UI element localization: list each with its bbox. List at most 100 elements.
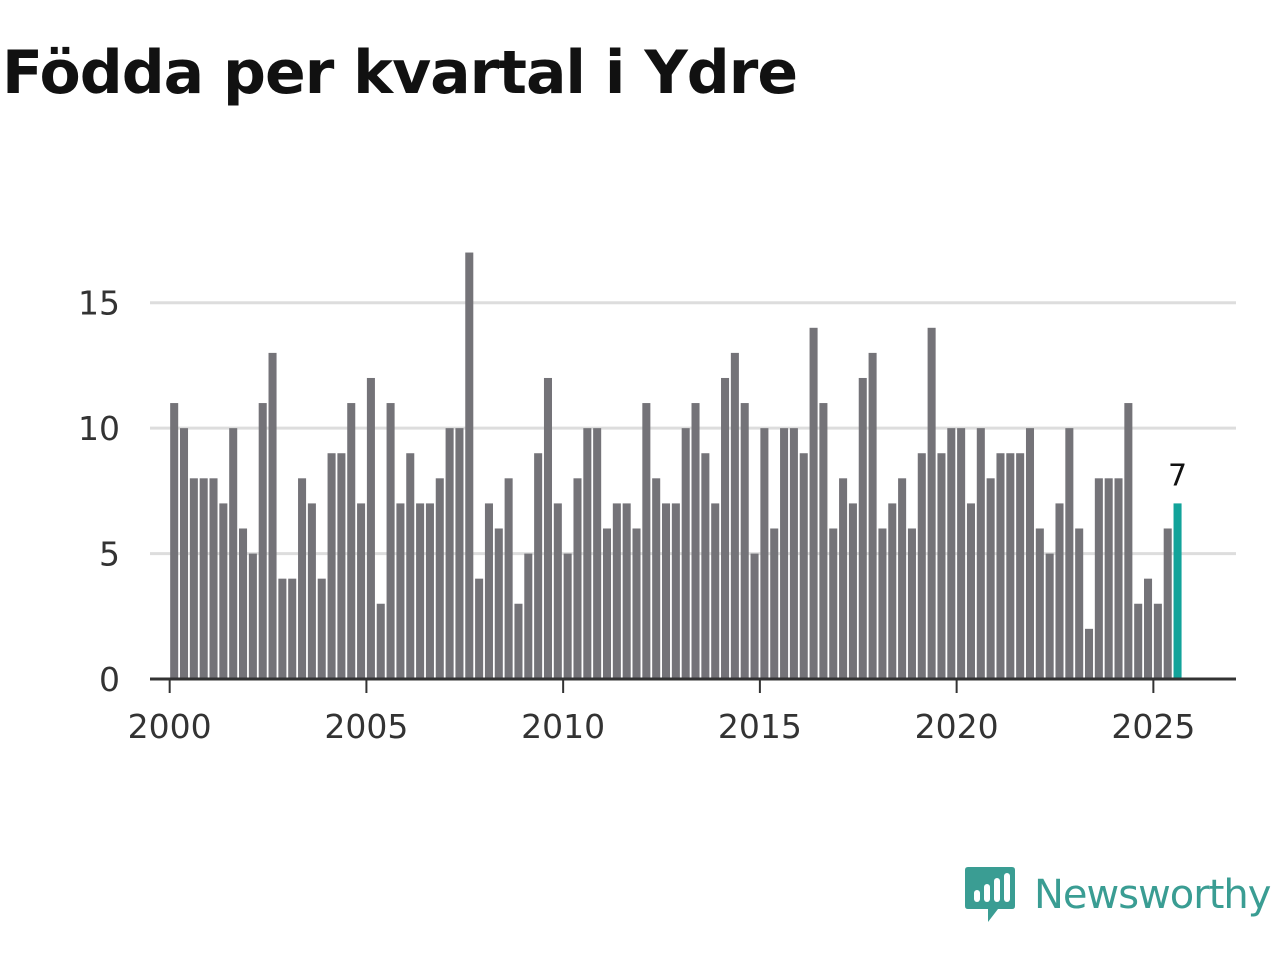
bar <box>543 377 552 679</box>
bar-series <box>170 252 1182 680</box>
bar <box>819 403 828 679</box>
chart-title: Födda per kvartal i Ydre <box>2 38 798 108</box>
bar <box>268 352 277 679</box>
bar <box>435 478 444 679</box>
bar <box>416 503 425 679</box>
bar <box>858 377 867 679</box>
newsworthy-brand[interactable]: Newsworthy <box>964 864 1271 926</box>
bar <box>888 503 897 679</box>
bar <box>642 403 651 679</box>
bar <box>701 453 710 679</box>
bar <box>927 327 936 679</box>
bar <box>612 503 621 679</box>
bar <box>652 478 661 679</box>
bar <box>534 453 543 679</box>
bar <box>229 428 238 679</box>
y-tick-label: 5 <box>99 535 120 574</box>
bar <box>1055 503 1064 679</box>
bar <box>357 503 366 679</box>
data-labels: 7 <box>1168 458 1187 493</box>
bar <box>898 478 907 679</box>
y-tick-label: 10 <box>78 409 120 448</box>
bar <box>465 252 474 680</box>
bar <box>376 603 385 679</box>
bar <box>770 528 779 679</box>
bar <box>789 428 798 679</box>
bar <box>1025 428 1035 679</box>
bar <box>730 352 739 679</box>
bar <box>839 478 848 679</box>
bar <box>514 603 523 679</box>
bar <box>583 428 592 679</box>
bar <box>799 453 808 679</box>
x-tick-label: 2020 <box>915 707 999 746</box>
bar <box>711 503 720 679</box>
bar <box>937 453 946 679</box>
bar <box>278 578 287 679</box>
bar <box>957 428 966 679</box>
bar <box>396 503 405 679</box>
bar <box>524 553 533 679</box>
bar <box>1006 453 1015 679</box>
bar <box>475 578 484 679</box>
bar <box>947 428 956 679</box>
bar <box>671 503 680 679</box>
bar <box>327 453 336 679</box>
bar <box>907 528 916 679</box>
bar <box>317 578 326 679</box>
bar <box>966 503 975 679</box>
bar <box>553 503 562 679</box>
bar <box>219 503 228 679</box>
bar <box>632 528 641 679</box>
bar <box>573 478 582 679</box>
bar <box>258 403 267 679</box>
bar <box>337 453 346 679</box>
bar <box>878 528 887 679</box>
x-tick-label: 2015 <box>718 707 802 746</box>
bar <box>248 553 257 679</box>
bar <box>1163 528 1172 679</box>
bar <box>1144 578 1153 679</box>
x-tick-label: 2000 <box>128 707 212 746</box>
bar <box>179 428 189 679</box>
bar <box>809 327 818 679</box>
bar <box>681 428 690 679</box>
bar <box>298 478 307 679</box>
y-tick-label: 0 <box>99 660 120 699</box>
bar <box>868 352 877 679</box>
bar <box>1016 453 1025 679</box>
bar <box>347 403 356 679</box>
bar <box>288 578 297 679</box>
bar <box>996 453 1005 679</box>
bar <box>1114 478 1123 679</box>
axes: 0 5 10 15 2000 2005 2010 2015 2020 2025 <box>78 284 1236 746</box>
bar <box>239 528 248 679</box>
bar <box>563 553 572 679</box>
bar <box>848 503 857 679</box>
bar <box>386 403 395 679</box>
bar <box>484 503 493 679</box>
bar <box>1075 528 1084 679</box>
bar <box>1035 528 1044 679</box>
bar <box>740 403 749 679</box>
bar-highlight <box>1173 503 1182 679</box>
bar <box>366 377 375 679</box>
bar <box>986 478 995 679</box>
bar <box>1153 603 1162 679</box>
data-label-last: 7 <box>1168 458 1187 493</box>
x-tick-label: 2005 <box>324 707 408 746</box>
bar <box>691 403 700 679</box>
bar <box>445 428 454 679</box>
bar <box>622 503 631 679</box>
bar <box>1084 628 1094 679</box>
bar <box>170 403 179 679</box>
newsworthy-logo-icon <box>965 867 1015 922</box>
bar <box>406 453 415 679</box>
bar <box>750 553 759 679</box>
bar <box>494 528 503 679</box>
bar <box>829 528 838 679</box>
bar <box>602 528 612 679</box>
bar <box>1104 478 1113 679</box>
bar <box>593 428 602 679</box>
